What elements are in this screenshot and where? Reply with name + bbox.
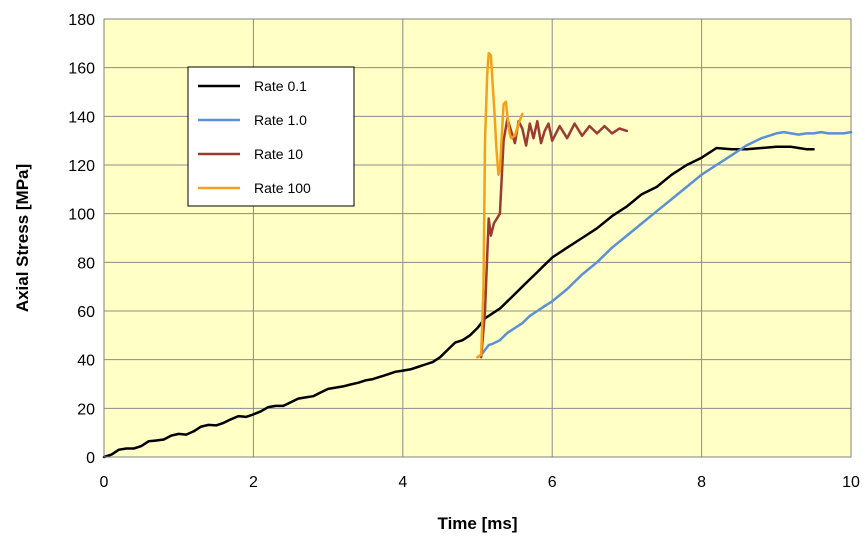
tick-labels: 0 20 40 60 80 100 120 140 160 180 0 2 4 6 8 10 bbox=[68, 12, 860, 491]
y-axis-title: Axial Stress [MPa] bbox=[13, 164, 32, 312]
x-tick-label: 8 bbox=[697, 474, 706, 491]
x-tick-label: 6 bbox=[548, 474, 557, 491]
x-tick-label: 2 bbox=[249, 474, 258, 491]
series-line-1 bbox=[102, 145, 815, 459]
x-tick-label: 0 bbox=[100, 474, 109, 491]
y-tick-label: 100 bbox=[68, 207, 95, 224]
legend-box bbox=[187, 66, 355, 207]
y-tick-label: 180 bbox=[68, 12, 95, 29]
legend: Rate 0.1 Rate 1.0 Rate 10 Rate 100 bbox=[187, 66, 355, 207]
y-tick-label: 140 bbox=[68, 109, 95, 126]
y-tick-label: 120 bbox=[68, 158, 95, 175]
x-tick-label: 10 bbox=[842, 474, 860, 491]
y-tick-label: 40 bbox=[77, 353, 95, 370]
legend-label-1: Rate 0.1 bbox=[254, 78, 307, 94]
y-tick-label: 0 bbox=[86, 450, 95, 467]
series-line-4 bbox=[476, 51, 524, 359]
y-tick-label: 20 bbox=[77, 401, 95, 418]
legend-label-3: Rate 10 bbox=[254, 146, 303, 162]
series-layer bbox=[102, 51, 853, 459]
legend-label-2: Rate 1.0 bbox=[254, 112, 307, 128]
y-tick-label: 160 bbox=[68, 61, 95, 78]
series-line-3 bbox=[479, 117, 629, 359]
legend-label-4: Rate 100 bbox=[254, 180, 311, 196]
series-line-2 bbox=[476, 130, 853, 359]
y-tick-label: 80 bbox=[77, 255, 95, 272]
x-tick-label: 4 bbox=[398, 474, 407, 491]
plot-frame bbox=[103, 18, 852, 458]
x-axis-title: Time [ms] bbox=[438, 514, 518, 533]
y-tick-label: 60 bbox=[77, 304, 95, 321]
